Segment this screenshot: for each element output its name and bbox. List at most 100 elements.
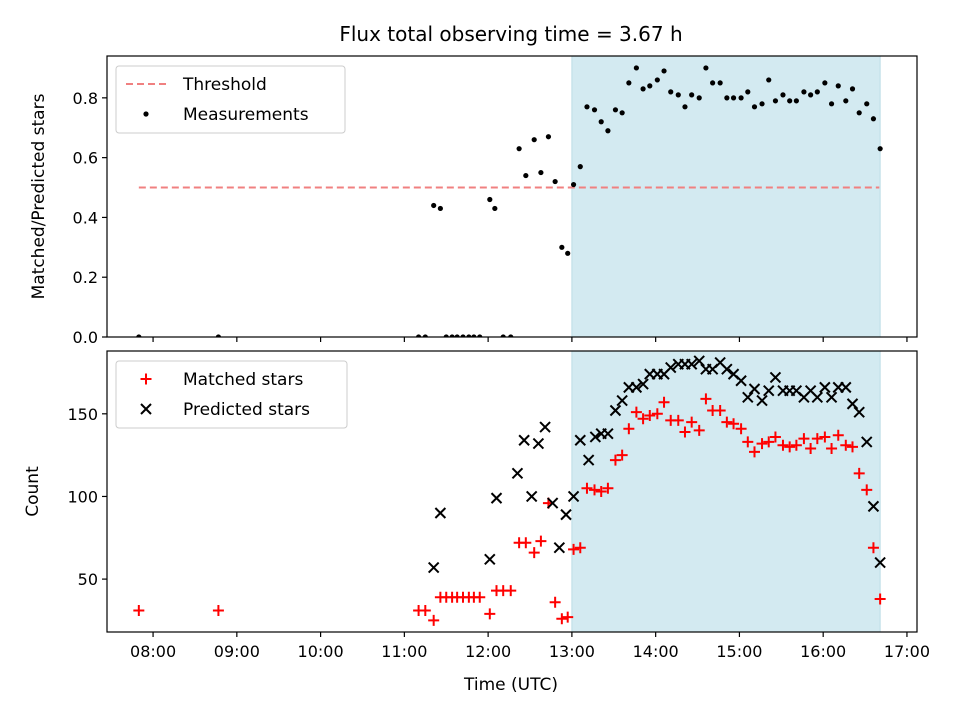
measurement-point <box>619 110 625 116</box>
measurement-point <box>828 101 835 107</box>
measurement-point <box>787 98 793 104</box>
measurement-point <box>738 95 744 101</box>
measurement-point <box>215 334 222 337</box>
x-tick-label: 10:00 <box>298 642 344 661</box>
x-tick-label: 15:00 <box>716 642 762 661</box>
matched-star-point <box>763 436 775 448</box>
measurement-point <box>682 104 688 110</box>
predicted-star-point <box>589 431 602 443</box>
axes-frame <box>106 350 918 633</box>
predicted-star-point <box>811 391 824 403</box>
matched-star-point <box>212 605 224 617</box>
measurement-point <box>772 98 779 104</box>
measurement-point <box>835 83 841 89</box>
legend-box <box>115 65 346 134</box>
matched-star-point <box>742 436 754 448</box>
measurement-point <box>416 334 422 337</box>
matched-star-point <box>474 591 486 603</box>
predicted-star-point <box>742 391 754 403</box>
legend-matched-handle <box>140 373 152 385</box>
plot-area <box>133 355 886 626</box>
predicted-star-point <box>867 500 880 513</box>
predicted-star-point <box>721 363 733 375</box>
measurement-point <box>766 77 772 83</box>
matched-star-point <box>623 423 635 435</box>
matched-star-point <box>721 416 733 428</box>
predicted-star-point <box>630 381 643 394</box>
matched-star-point <box>581 482 593 494</box>
predicted-star-point <box>756 394 768 407</box>
x-tick-label: 11:00 <box>381 642 427 661</box>
matched-star-point <box>484 608 496 620</box>
measurement-point <box>477 334 483 337</box>
x-tick-label: 17:00 <box>884 642 930 661</box>
axes-frame <box>106 55 918 338</box>
matched-star-point <box>735 423 747 435</box>
matched-star-point <box>556 613 568 625</box>
measurement-point <box>668 89 674 95</box>
matched-star-point <box>756 438 768 450</box>
measurement-point <box>466 334 472 337</box>
matched-star-point <box>520 537 532 549</box>
y-tick-label: 50 <box>78 570 98 589</box>
predicted-star-point <box>490 492 503 504</box>
predicted-star-point <box>840 381 852 394</box>
measurement-point <box>864 101 870 107</box>
y-tick-label: 150 <box>67 405 98 424</box>
matched-star-point <box>700 393 712 405</box>
chart-title: Flux total observing time = 3.67 h <box>339 22 682 46</box>
measurement-point <box>559 244 565 250</box>
top-panel: 0.0 0.2 0.4 0.6 0.8 Matched/Predicted stars Th… <box>29 55 918 347</box>
measurement-point <box>471 334 477 337</box>
matched-star-point <box>832 429 844 441</box>
measurement-point <box>647 83 653 89</box>
measurement-point <box>793 98 799 104</box>
matched-star-point <box>819 431 831 443</box>
y-tick-label: 0.6 <box>73 149 98 168</box>
predicted-star-point <box>874 556 886 569</box>
measurement-point <box>136 334 142 337</box>
matched-star-point <box>777 439 789 451</box>
matched-star-point <box>658 396 670 408</box>
legend-box <box>115 360 348 429</box>
predicted-star-point <box>769 371 782 384</box>
matched-star-point <box>419 605 431 617</box>
measurement-point <box>780 92 786 98</box>
measurement-point <box>730 95 737 101</box>
measurement-point <box>654 77 660 83</box>
measurement-point <box>584 104 590 110</box>
matched-star-point <box>595 486 607 497</box>
measurement-point <box>633 65 639 71</box>
measurement-point <box>500 334 506 337</box>
matched-star-point <box>853 467 865 479</box>
matched-star-point <box>693 424 705 436</box>
predicted-star-point <box>525 490 538 503</box>
measurement-point <box>516 146 522 152</box>
predicted-star-point <box>427 561 440 574</box>
matched-star-point <box>644 409 656 421</box>
measurement-point <box>856 110 862 116</box>
measurement-point <box>745 89 751 95</box>
measurement-point <box>552 178 558 185</box>
measurement-point <box>717 80 723 86</box>
matched-star-point <box>428 614 440 626</box>
matched-star-point <box>574 542 586 554</box>
x-tick-label: 16:00 <box>800 642 846 661</box>
measurement-point <box>443 334 449 337</box>
predicted-star-point <box>567 490 580 503</box>
matched-star-point <box>589 484 601 496</box>
legend: Matched stars Predicted stars <box>115 360 348 429</box>
measurement-point <box>808 92 814 98</box>
x-tick-label: 08:00 <box>130 642 176 661</box>
predicted-star-point <box>637 378 649 390</box>
predicted-star-point <box>609 404 622 417</box>
matched-star-point <box>562 611 574 623</box>
matched-star-point <box>609 454 621 466</box>
measurement-point <box>710 80 716 86</box>
matched-star-point <box>748 446 760 458</box>
measurement-point <box>449 334 455 337</box>
matched-star-point <box>728 418 740 430</box>
y-tick-label: 0.4 <box>73 208 98 227</box>
predicted-star-point <box>616 394 628 407</box>
predicted-star-point <box>853 406 865 418</box>
